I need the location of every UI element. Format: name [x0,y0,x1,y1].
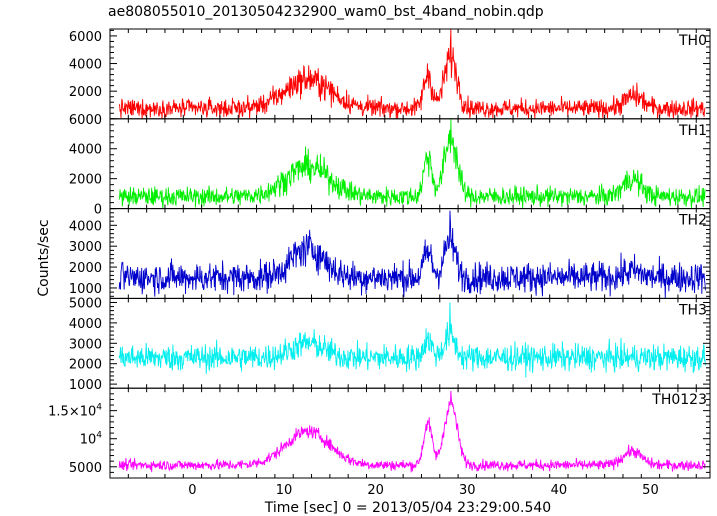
y-tick-label: 4000 [69,317,102,332]
x-tick-label: 40 [551,483,568,498]
y-tick-label: 1.5×104 [48,403,102,420]
panel-frame [109,297,711,389]
y-tick-label: 104 [80,431,103,448]
y-tick-label: 5000 [69,461,102,476]
series-line-th1 [118,118,706,209]
panel-th0: 2000 4000 6000 TH0 [69,28,711,120]
y-tick-label: 0 [94,203,102,218]
y-tick-label: 1000 [69,282,102,297]
y-tick-label: 2000 [69,358,102,373]
x-axis-label: Time [sec] 0 = 2013/05/04 23:29:00.540 [264,500,551,516]
y-tick-label: 4000 [69,143,102,158]
y-tick-label: 3000 [69,337,102,352]
y-tick-label: 5000 [69,296,102,311]
panel-th0123: 5000 104 1.5×104 TH0123 [48,387,711,479]
series-line-th0 [118,28,706,119]
y-tick-label: 6000 [69,30,102,45]
y-tick-label: 4000 [69,219,102,234]
y-tick-label: 2000 [69,85,102,100]
series-line-th2 [118,210,706,299]
x-tick-label: 0 [188,483,196,498]
panels: 2000 4000 6000 TH0 0 2000 4000 6000 TH1 1000 2000 3… [48,28,711,498]
panel-th1: 0 2000 4000 6000 TH1 [69,113,711,218]
y-tick-label: 2000 [69,173,102,188]
x-tick-label: 10 [276,483,293,498]
panel-label: TH0123 [651,392,707,408]
series-line-th0123 [118,390,706,473]
panel-frame [109,208,711,299]
y-tick-label: 3000 [69,240,102,255]
panel-label: TH0 [678,33,707,49]
y-axis-label: Counts/sec [36,219,52,296]
y-tick-label: 2000 [69,261,102,276]
series-line-th3 [118,302,706,378]
panel-th2: 1000 2000 3000 4000 TH2 [69,208,711,299]
panel-th3: 1000 2000 3000 4000 5000 TH3 [69,296,711,393]
panel-label: TH3 [678,302,707,318]
x-tick-label: 20 [367,483,384,498]
panel-label: TH2 [678,213,707,229]
x-tick-label: 30 [459,483,476,498]
y-tick-label: 4000 [69,58,102,73]
y-tick-label: 6000 [69,113,102,128]
panel-label: TH1 [678,123,707,139]
y-tick-label: 1000 [69,378,102,393]
x-tick-label: 50 [642,483,659,498]
chart-title: ae808055010_20130504232900_wam0_bst_4ban… [108,4,544,20]
